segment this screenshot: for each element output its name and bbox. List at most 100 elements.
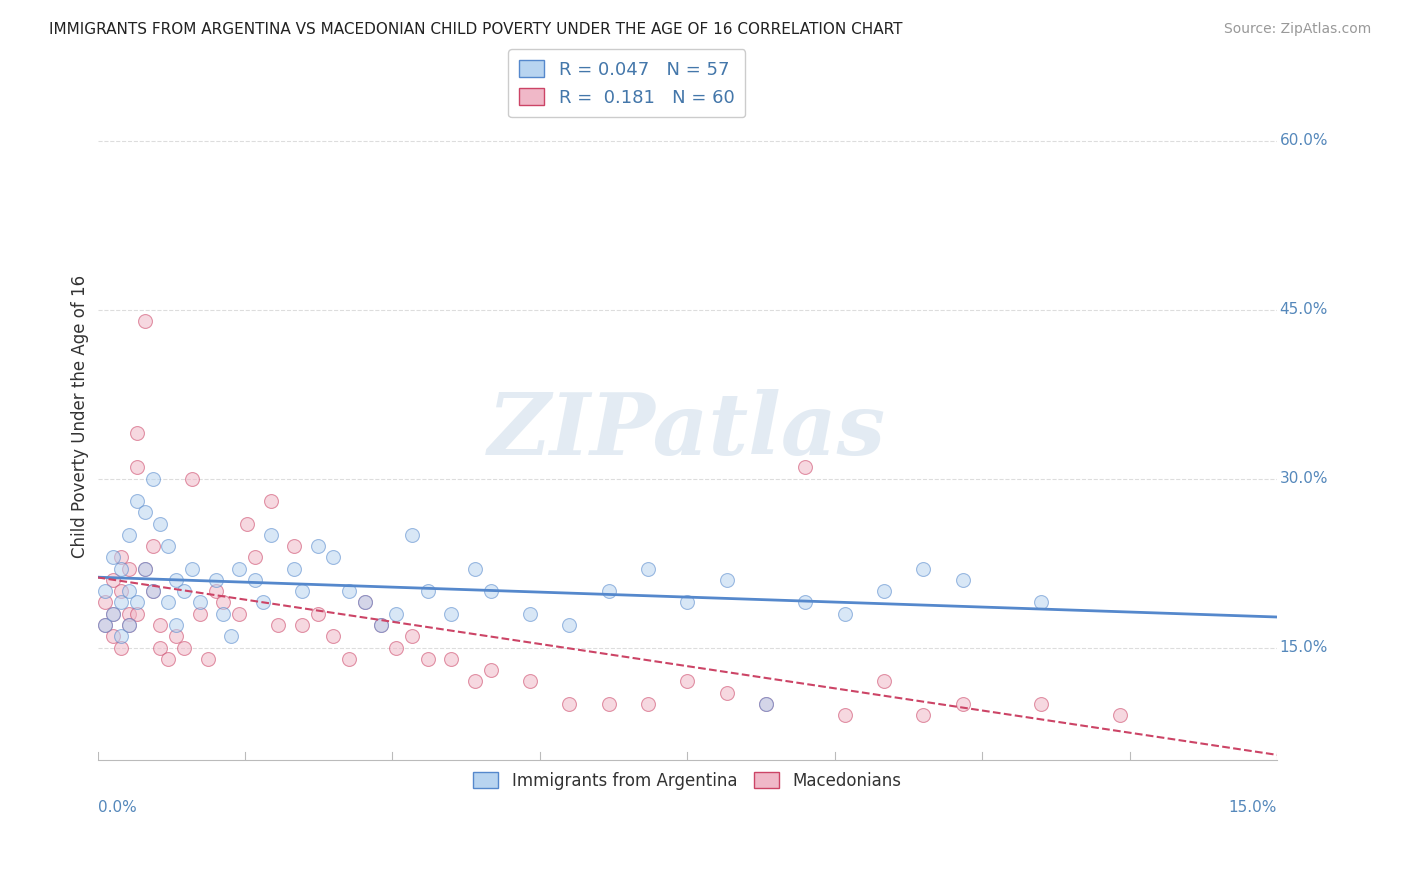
- Point: [716, 573, 738, 587]
- Point: [598, 584, 620, 599]
- Point: [204, 584, 226, 599]
- Point: [283, 539, 305, 553]
- Point: [337, 584, 360, 599]
- Point: [157, 652, 180, 666]
- Point: [134, 314, 156, 328]
- Point: [1031, 697, 1053, 711]
- Point: [149, 516, 172, 531]
- Point: [337, 652, 360, 666]
- Text: 0.0%: 0.0%: [97, 799, 136, 814]
- Point: [912, 708, 935, 723]
- Point: [157, 539, 180, 553]
- Point: [165, 618, 187, 632]
- Point: [558, 618, 581, 632]
- Point: [1108, 708, 1130, 723]
- Point: [118, 607, 141, 621]
- Point: [94, 595, 117, 609]
- Point: [416, 652, 439, 666]
- Point: [322, 629, 344, 643]
- Point: [755, 697, 778, 711]
- Point: [307, 607, 329, 621]
- Point: [370, 618, 392, 632]
- Point: [637, 697, 659, 711]
- Point: [103, 550, 125, 565]
- Point: [188, 595, 211, 609]
- Text: 15.0%: 15.0%: [1279, 640, 1327, 655]
- Point: [103, 607, 125, 621]
- Text: Source: ZipAtlas.com: Source: ZipAtlas.com: [1223, 22, 1371, 37]
- Point: [716, 685, 738, 699]
- Point: [401, 528, 423, 542]
- Point: [118, 618, 141, 632]
- Point: [558, 697, 581, 711]
- Point: [519, 607, 541, 621]
- Point: [94, 618, 117, 632]
- Point: [440, 607, 463, 621]
- Point: [134, 561, 156, 575]
- Point: [125, 494, 148, 508]
- Point: [142, 584, 165, 599]
- Point: [118, 561, 141, 575]
- Point: [243, 573, 266, 587]
- Point: [197, 652, 219, 666]
- Point: [228, 561, 250, 575]
- Point: [165, 573, 187, 587]
- Point: [142, 584, 165, 599]
- Point: [204, 573, 226, 587]
- Point: [142, 471, 165, 485]
- Point: [157, 595, 180, 609]
- Point: [464, 561, 486, 575]
- Point: [519, 674, 541, 689]
- Point: [110, 640, 132, 655]
- Point: [125, 460, 148, 475]
- Point: [188, 607, 211, 621]
- Point: [637, 561, 659, 575]
- Point: [103, 607, 125, 621]
- Point: [464, 674, 486, 689]
- Point: [385, 640, 408, 655]
- Point: [125, 607, 148, 621]
- Point: [479, 584, 502, 599]
- Point: [794, 595, 817, 609]
- Point: [259, 494, 281, 508]
- Point: [110, 584, 132, 599]
- Point: [267, 618, 290, 632]
- Text: 60.0%: 60.0%: [1279, 133, 1327, 148]
- Text: IMMIGRANTS FROM ARGENTINA VS MACEDONIAN CHILD POVERTY UNDER THE AGE OF 16 CORREL: IMMIGRANTS FROM ARGENTINA VS MACEDONIAN …: [49, 22, 903, 37]
- Point: [952, 697, 974, 711]
- Point: [110, 595, 132, 609]
- Point: [125, 595, 148, 609]
- Point: [173, 584, 195, 599]
- Point: [479, 663, 502, 677]
- Point: [103, 573, 125, 587]
- Point: [181, 561, 204, 575]
- Point: [103, 629, 125, 643]
- Point: [873, 584, 896, 599]
- Point: [912, 561, 935, 575]
- Text: 30.0%: 30.0%: [1279, 471, 1327, 486]
- Point: [401, 629, 423, 643]
- Point: [322, 550, 344, 565]
- Point: [118, 618, 141, 632]
- Point: [212, 607, 235, 621]
- Point: [149, 618, 172, 632]
- Point: [134, 561, 156, 575]
- Point: [181, 471, 204, 485]
- Point: [291, 584, 314, 599]
- Point: [118, 528, 141, 542]
- Text: 45.0%: 45.0%: [1279, 302, 1327, 317]
- Point: [307, 539, 329, 553]
- Point: [794, 460, 817, 475]
- Point: [94, 618, 117, 632]
- Point: [219, 629, 242, 643]
- Point: [149, 640, 172, 655]
- Point: [110, 561, 132, 575]
- Legend: Immigrants from Argentina, Macedonians: Immigrants from Argentina, Macedonians: [467, 765, 908, 797]
- Point: [416, 584, 439, 599]
- Point: [598, 697, 620, 711]
- Point: [134, 505, 156, 519]
- Point: [252, 595, 274, 609]
- Point: [834, 607, 856, 621]
- Point: [173, 640, 195, 655]
- Point: [118, 584, 141, 599]
